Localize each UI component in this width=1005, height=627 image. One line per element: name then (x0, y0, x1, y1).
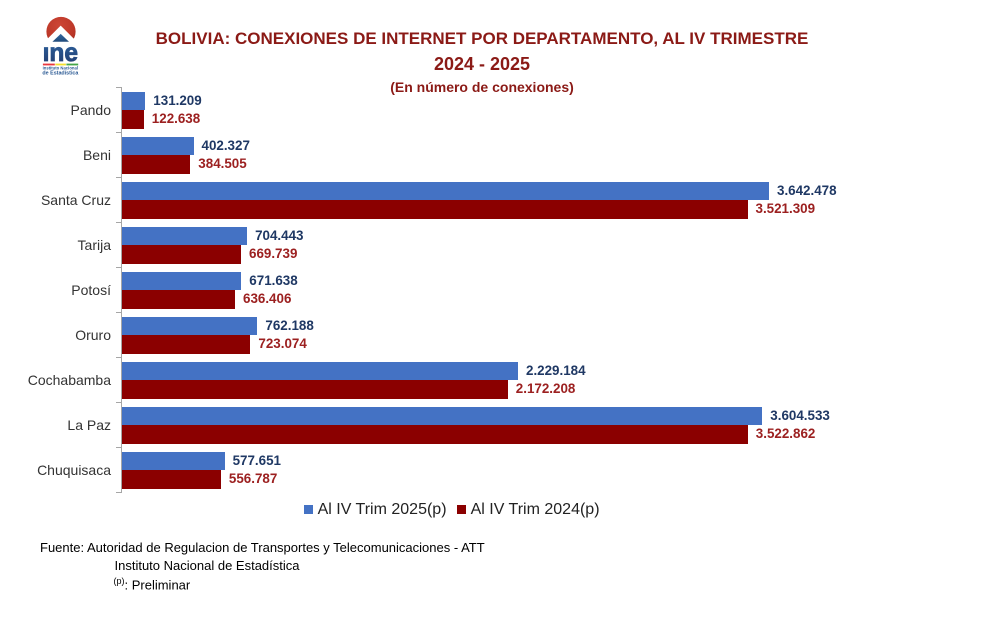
svg-text:ıne: ıne (43, 37, 78, 67)
svg-text:Instituto Nacional: Instituto Nacional (43, 65, 78, 70)
svg-text:de Estadística: de Estadística (42, 71, 79, 77)
